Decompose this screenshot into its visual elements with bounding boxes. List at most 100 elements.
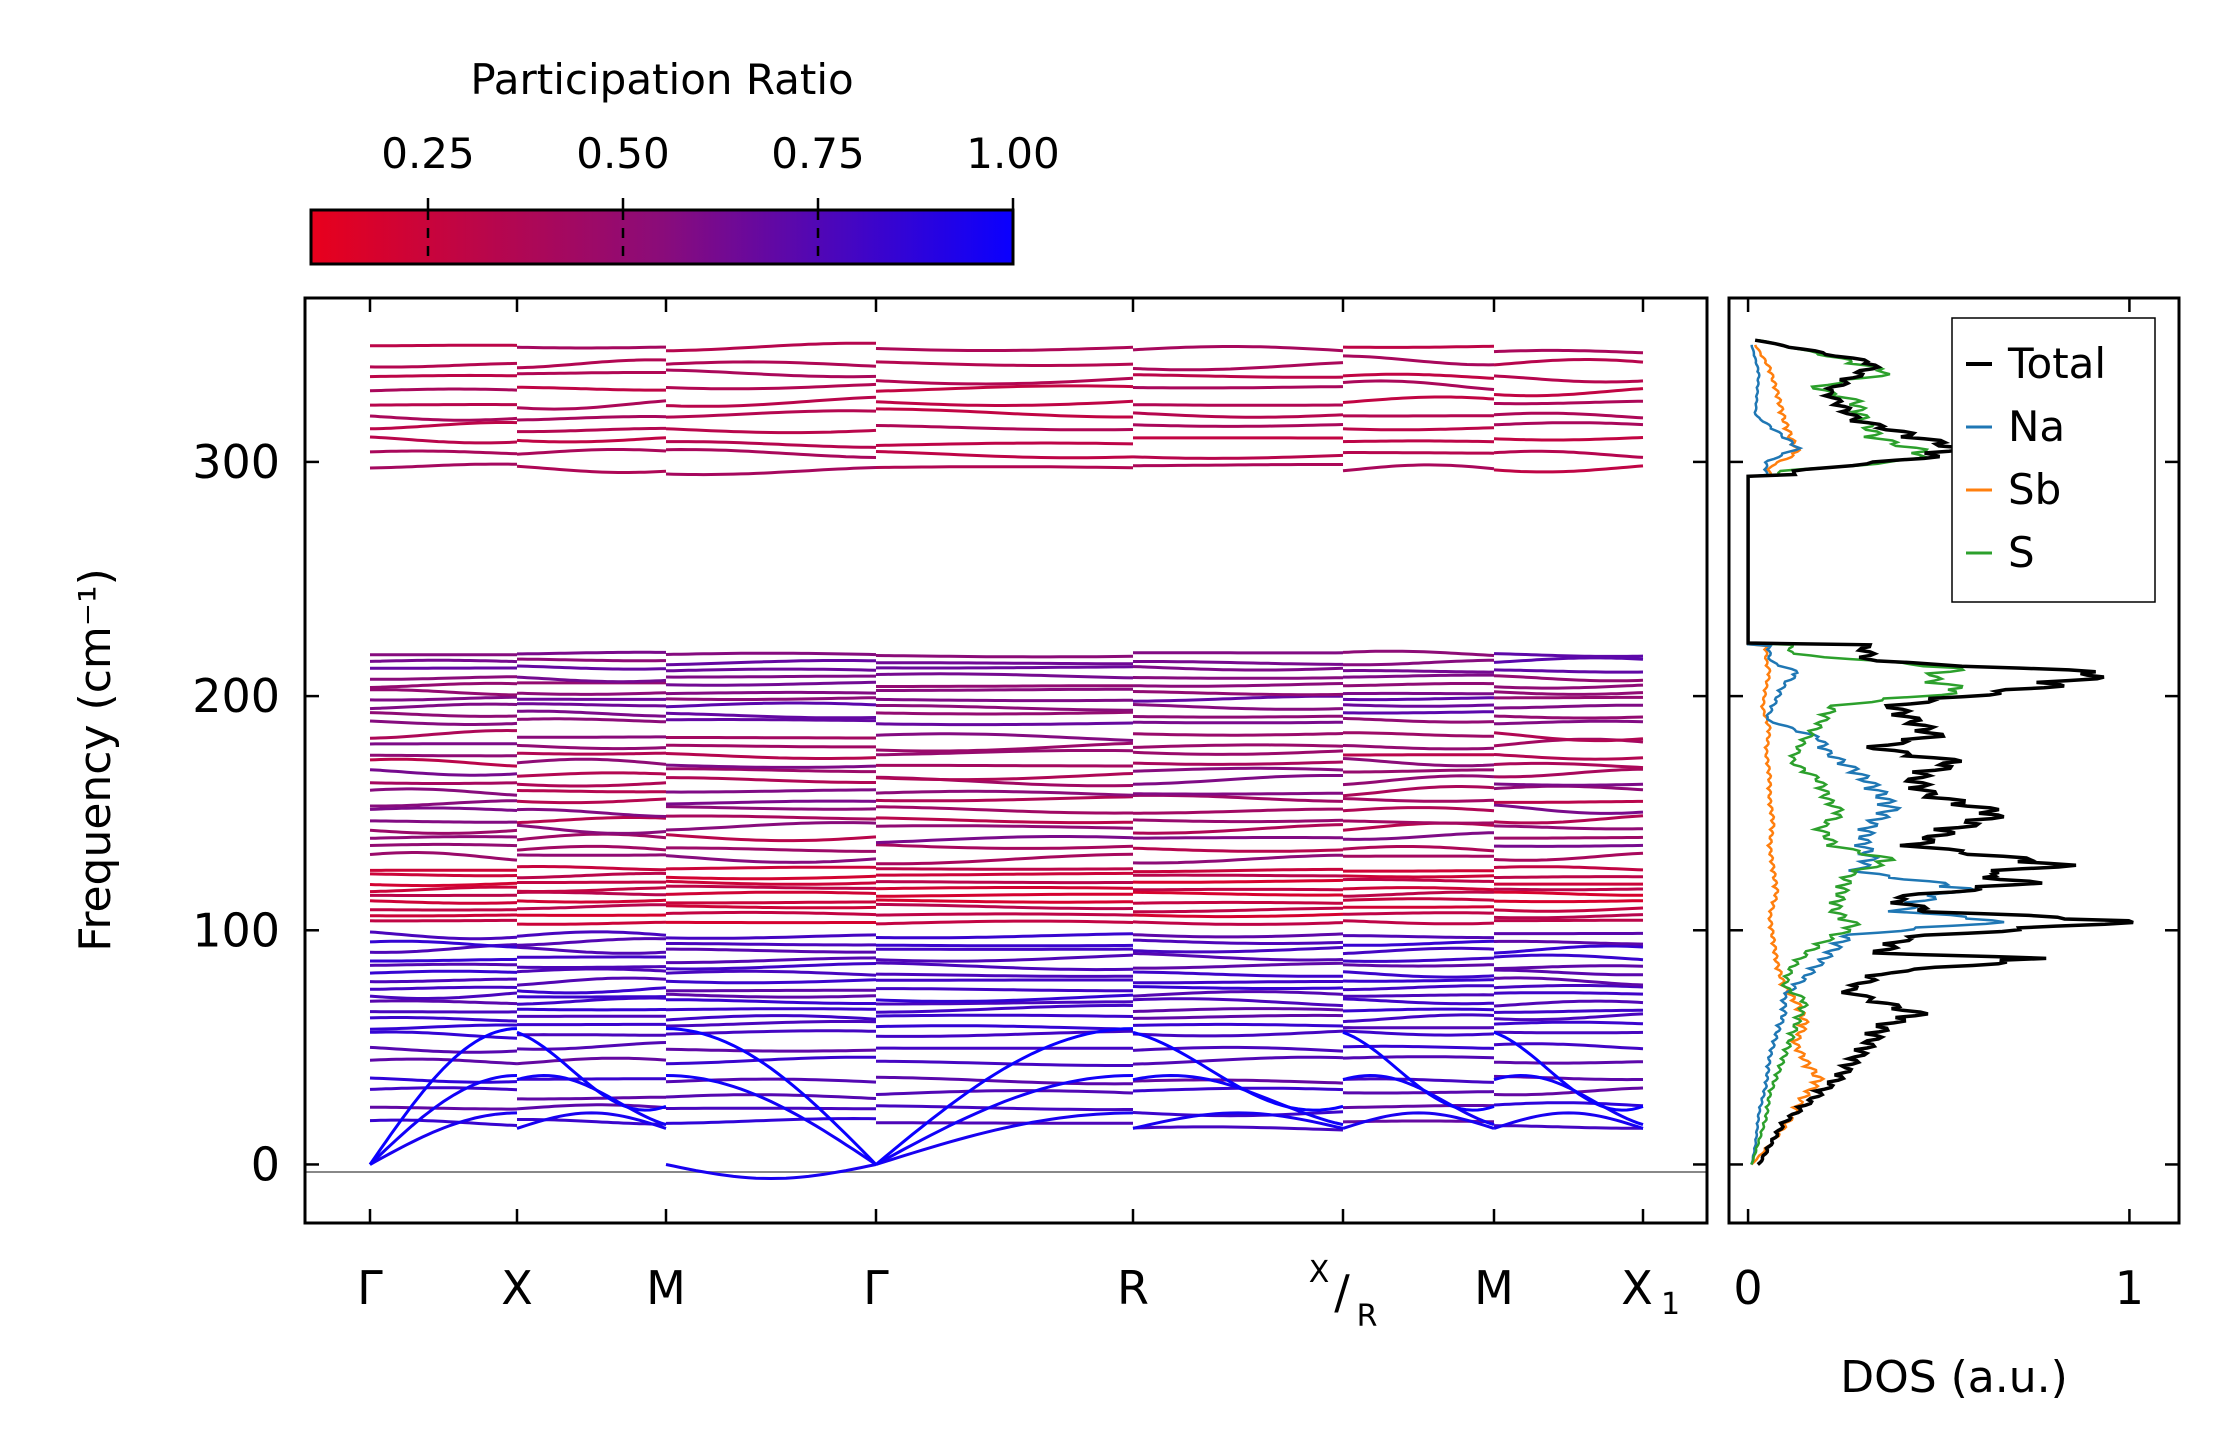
phonon-band — [370, 688, 517, 697]
phonon-band — [1342, 831, 1495, 841]
phonon-band — [369, 1016, 518, 1023]
phonon-band — [1342, 890, 1495, 898]
phonon-band — [875, 835, 1134, 845]
phonon-band — [665, 978, 877, 985]
phonon-band — [1133, 906, 1344, 914]
phonon-band — [665, 409, 877, 419]
phonon-band — [875, 953, 1134, 963]
phonon-band — [1342, 1090, 1495, 1095]
phonon-band — [1342, 919, 1495, 926]
phonon-band — [666, 846, 876, 853]
phonon-band — [1342, 1013, 1495, 1024]
phonon-band — [370, 753, 517, 758]
phonon-band — [516, 345, 666, 350]
phonon-band — [1342, 1104, 1494, 1110]
phonon-band — [665, 1055, 876, 1066]
phonon-band — [516, 1103, 667, 1111]
phonon-band — [1342, 757, 1495, 768]
phonon-band — [516, 415, 667, 422]
phonon-band — [517, 965, 666, 969]
phonon-band — [875, 672, 1134, 680]
phonon-band — [1132, 990, 1344, 998]
phonon-band — [875, 795, 1134, 803]
phonon-band — [1493, 656, 1644, 664]
phonon-band — [665, 884, 876, 890]
phonon-band — [1132, 1078, 1344, 1085]
phonon-band — [875, 961, 1134, 972]
phonon-band — [369, 999, 518, 1006]
phonon-band — [1493, 976, 1644, 987]
k-label: X — [501, 1261, 533, 1315]
acoustic-band — [368, 1074, 518, 1166]
phonon-band — [369, 828, 518, 835]
phonon-band — [875, 1024, 1134, 1031]
phonon-band — [1342, 997, 1495, 1006]
phonon-band — [876, 704, 1133, 712]
phonon-band — [665, 466, 877, 477]
k-label: M — [1474, 1261, 1514, 1315]
phonon-band — [1493, 906, 1644, 913]
phonon-band — [1343, 669, 1494, 674]
phonon-band — [1493, 964, 1644, 971]
phonon-band — [876, 661, 1133, 666]
phonon-band — [1342, 978, 1494, 983]
phonon-band — [516, 1041, 667, 1051]
phonon-band — [516, 945, 667, 955]
phonon-band — [875, 805, 1133, 815]
phonon-band — [369, 435, 518, 445]
colorbar-tick-label: 1.00 — [966, 129, 1060, 178]
phonon-band — [516, 996, 667, 1006]
y-tick-label: 300 — [192, 435, 280, 489]
phonon-band — [1342, 703, 1495, 708]
phonon-band — [1342, 463, 1495, 473]
phonon-band — [516, 757, 667, 766]
phonon-band — [1132, 912, 1344, 919]
phonon-band — [876, 684, 1133, 688]
phonon-band — [516, 781, 667, 788]
phonon-band — [665, 651, 877, 657]
phonon-band — [1132, 985, 1344, 990]
phonon-band — [1494, 843, 1644, 848]
phonon-band — [875, 972, 1134, 978]
phonon-band — [666, 743, 876, 749]
phonon-band — [1493, 953, 1644, 962]
phonon-band — [665, 910, 877, 917]
phonon-band — [1342, 1007, 1495, 1013]
k-label: M — [646, 1261, 686, 1315]
acoustic-band — [665, 1074, 877, 1166]
phonon-band — [1343, 819, 1495, 825]
phonon-band — [1132, 453, 1344, 460]
phonon-band — [1494, 1008, 1643, 1014]
phonon-band — [1342, 682, 1494, 688]
phonon-band — [369, 421, 518, 431]
phonon-band — [1493, 374, 1644, 384]
phonon-band — [369, 681, 518, 689]
phonon-band — [1132, 766, 1344, 773]
phonon-band — [1342, 710, 1495, 715]
phonon-band — [369, 930, 518, 941]
dos-x-tick-label: 1 — [2115, 1261, 2144, 1315]
phonon-band — [1493, 824, 1643, 831]
phonon-band — [1133, 791, 1343, 796]
phonon-band — [369, 781, 518, 785]
phonon-band — [369, 768, 518, 777]
phonon-band — [1494, 890, 1643, 897]
phonon-band — [875, 399, 1134, 407]
phonon-band — [1493, 1042, 1644, 1051]
phonon-band — [1132, 932, 1344, 939]
y-tick-label: 200 — [192, 669, 280, 723]
phonon-band — [875, 912, 1134, 917]
dos-curves — [1746, 338, 2134, 1166]
phonon-band — [665, 667, 877, 673]
phonon-band — [1133, 836, 1343, 840]
k-label: Γ — [863, 1261, 889, 1315]
frequency-axis-label: Frequency (cm⁻¹) — [70, 568, 121, 952]
acoustic-band — [516, 1111, 667, 1130]
phonon-band — [1493, 784, 1644, 792]
phonon-band — [1132, 373, 1344, 379]
y-tick-label: 0 — [251, 1137, 280, 1191]
phonon-band — [875, 654, 1134, 659]
phonon-band — [666, 998, 876, 1005]
